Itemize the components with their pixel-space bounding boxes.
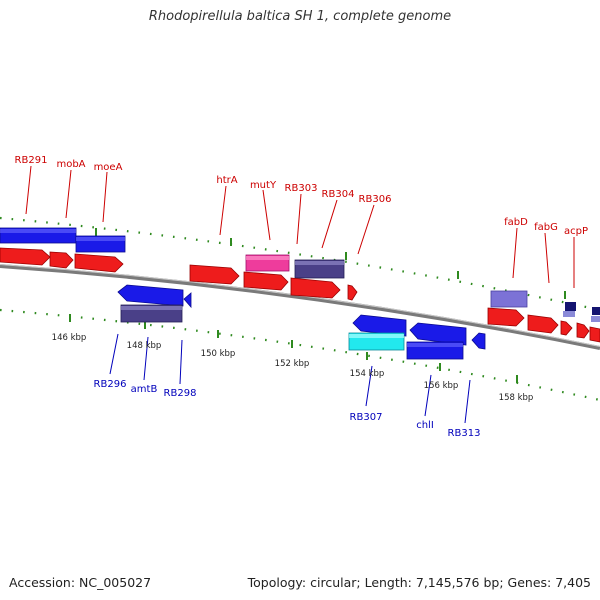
upper-grid-arc xyxy=(0,216,600,312)
gene-mutY-arrow[interactable] xyxy=(243,271,289,291)
label-fabG[interactable]: fabG xyxy=(534,222,558,233)
gene-rb304-arrow[interactable] xyxy=(290,277,341,299)
scale-146: 146 kbp xyxy=(52,333,87,343)
gene-rb307-arrow[interactable] xyxy=(352,314,407,337)
gene-rb291-arrow[interactable] xyxy=(0,247,51,266)
scale-152: 152 kbp xyxy=(275,359,310,369)
accession-text: Accession: NC_005027 xyxy=(9,575,152,590)
label-htrA[interactable]: htrA xyxy=(216,175,237,186)
gene-mobA-arrow[interactable] xyxy=(49,251,74,269)
genome-backbone xyxy=(0,264,600,350)
label-rb303[interactable]: RB303 xyxy=(285,183,318,194)
scale-154: 154 kbp xyxy=(350,369,385,379)
label-mutY[interactable]: mutY xyxy=(250,180,277,191)
label-rb313[interactable]: RB313 xyxy=(448,428,481,439)
label-fabD[interactable]: fabD xyxy=(504,217,528,228)
gene-htrA-arrow[interactable] xyxy=(189,264,240,285)
gene-amtB-small-arrow[interactable] xyxy=(183,292,192,309)
gene-fabG-upper[interactable] xyxy=(565,302,576,311)
label-chlI[interactable]: chlI xyxy=(416,420,434,431)
gene-fabG-arrow[interactable] xyxy=(527,314,559,334)
label-amtB[interactable]: amtB xyxy=(131,384,158,395)
label-rb291[interactable]: RB291 xyxy=(15,155,48,166)
forward-arrow-genes xyxy=(0,247,600,343)
label-mobA[interactable]: mobA xyxy=(56,159,85,170)
reverse-genes xyxy=(117,284,486,360)
scale-156: 156 kbp xyxy=(424,381,459,391)
genome-summary-text: Topology: circular; Length: 7,145,576 bp… xyxy=(247,575,591,590)
scale-150: 150 kbp xyxy=(201,349,236,359)
lower-grid-arc xyxy=(0,308,600,402)
label-moeA[interactable]: moeA xyxy=(94,162,123,173)
genome-title: Rhodopirellula baltica SH 1, complete ge… xyxy=(148,9,452,24)
gene-acpP-upper[interactable] xyxy=(592,307,600,315)
scale-labels: 146 kbp 148 kbp 150 kbp 152 kbp 154 kbp … xyxy=(52,333,534,403)
reverse-label-leaders xyxy=(109,333,471,424)
scale-148: 148 kbp xyxy=(127,341,162,351)
gene-moeA-arrow[interactable] xyxy=(74,253,124,273)
forward-label-leaders xyxy=(25,165,575,288)
gene-chlI-arrow[interactable] xyxy=(409,322,467,346)
forward-gene-labels: RB291 mobA moeA htrA mutY RB303 RB304 RB… xyxy=(15,155,588,237)
label-rb296[interactable]: RB296 xyxy=(94,379,127,390)
gene-rb313-small-arrow[interactable] xyxy=(471,332,486,350)
forward-upper-genes xyxy=(0,227,600,315)
upper-dotted-arc xyxy=(0,216,600,312)
lower-dotted-arc xyxy=(0,308,600,402)
gene-fabD[interactable] xyxy=(490,290,528,308)
reverse-gene-labels: RB296 amtB RB298 RB307 chlI RB313 xyxy=(94,379,481,439)
label-rb298[interactable]: RB298 xyxy=(164,388,197,399)
upper-major-ticks xyxy=(95,228,566,299)
gene-rb296-arrow[interactable] xyxy=(117,284,184,307)
label-rb306[interactable]: RB306 xyxy=(359,194,392,205)
gene-rb306-arrow[interactable] xyxy=(347,284,358,301)
scale-158: 158 kbp xyxy=(499,393,534,403)
label-rb304[interactable]: RB304 xyxy=(322,189,355,200)
gene-fabD-arrow[interactable] xyxy=(487,307,525,327)
gene-acpP-next-arrow[interactable] xyxy=(576,322,590,339)
gene-edge-arrow[interactable] xyxy=(589,326,600,343)
label-rb307[interactable]: RB307 xyxy=(350,412,383,423)
label-acpP[interactable]: acpP xyxy=(564,226,588,237)
gene-acpP-arrow[interactable] xyxy=(560,320,573,336)
